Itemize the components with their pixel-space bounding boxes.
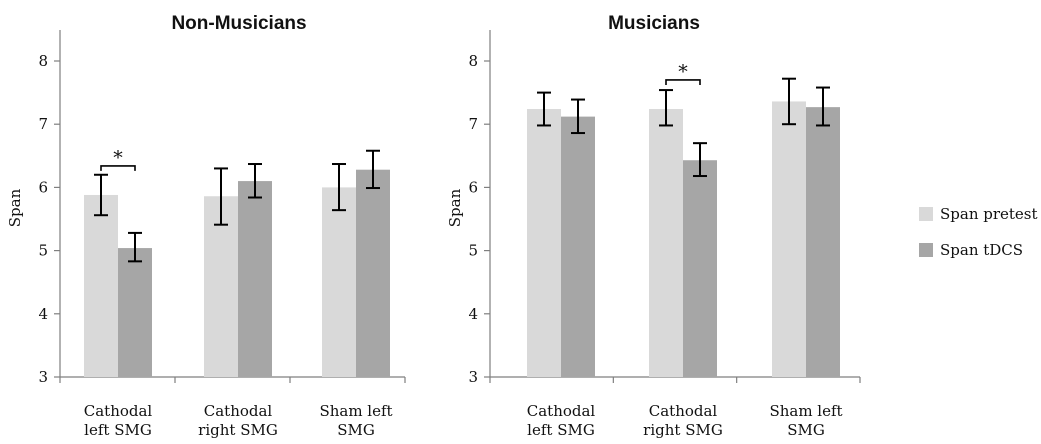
bar bbox=[561, 116, 595, 377]
x-tick-label: left SMG bbox=[84, 421, 152, 439]
x-tick-label: Cathodal bbox=[649, 402, 718, 420]
x-tick-label: Cathodal bbox=[527, 402, 596, 420]
bar bbox=[649, 109, 683, 378]
y-tick-label: 3 bbox=[38, 368, 48, 386]
x-tick-label: Cathodal bbox=[204, 402, 273, 420]
x-tick-label: SMG bbox=[337, 421, 375, 439]
bar bbox=[238, 181, 272, 377]
y-tick-label: 7 bbox=[38, 115, 48, 133]
y-tick-label: 4 bbox=[38, 305, 48, 323]
bar bbox=[806, 107, 840, 378]
significance-marker: * bbox=[678, 61, 688, 83]
bar bbox=[118, 248, 152, 377]
y-tick-label: 8 bbox=[38, 52, 48, 70]
significance-bracket bbox=[665, 79, 701, 85]
x-tick-label: Sham left bbox=[769, 402, 842, 420]
bar bbox=[527, 109, 561, 378]
y-tick-label: 5 bbox=[468, 242, 478, 260]
y-tick-label: 6 bbox=[38, 178, 48, 196]
bar bbox=[204, 196, 238, 377]
legend-swatch bbox=[919, 207, 933, 221]
legend-swatch bbox=[919, 243, 933, 257]
x-tick-label: Sham left bbox=[319, 402, 392, 420]
legend-label: Span pretest bbox=[940, 205, 1038, 223]
y-tick-label: 4 bbox=[468, 305, 478, 323]
bar bbox=[322, 187, 356, 377]
y-axis-label: Span bbox=[446, 188, 464, 227]
x-tick-label: right SMG bbox=[198, 421, 278, 439]
y-tick-label: 5 bbox=[38, 242, 48, 260]
bar bbox=[84, 194, 118, 377]
significance-marker: * bbox=[113, 147, 123, 169]
y-tick-label: 8 bbox=[468, 52, 478, 70]
y-axis-label: Span bbox=[6, 188, 24, 227]
bar bbox=[772, 101, 806, 377]
chart-title: Non-Musicians bbox=[171, 13, 306, 34]
chart-title: Musicians bbox=[608, 13, 700, 34]
bar bbox=[356, 169, 390, 377]
y-tick-label: 3 bbox=[468, 368, 478, 386]
legend-label: Span tDCS bbox=[940, 241, 1023, 259]
x-tick-label: right SMG bbox=[643, 421, 723, 439]
y-tick-label: 6 bbox=[468, 178, 478, 196]
significance-bracket bbox=[100, 165, 136, 171]
y-tick-label: 7 bbox=[468, 115, 478, 133]
bar bbox=[683, 160, 717, 377]
x-tick-label: Cathodal bbox=[84, 402, 153, 420]
x-tick-label: SMG bbox=[787, 421, 825, 439]
x-tick-label: left SMG bbox=[527, 421, 595, 439]
